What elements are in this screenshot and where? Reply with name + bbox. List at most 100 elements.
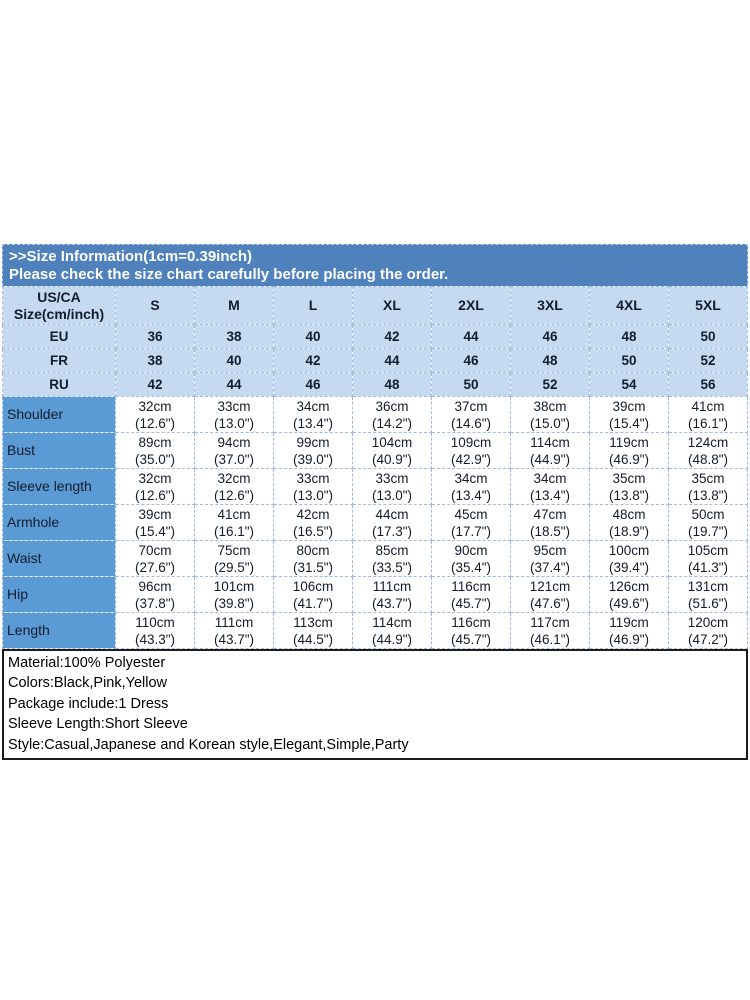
measurement-value-cell: 96cm (37.8") xyxy=(115,576,195,613)
measurement-value-cell: 131cm (51.6") xyxy=(668,576,748,613)
corner-header-cell: US/CA Size(cm/inch) xyxy=(2,286,116,325)
region-size-value: 44 xyxy=(352,348,432,373)
product-info-line: Colors:Black,Pink,Yellow xyxy=(8,675,168,692)
measurement-value-cell: 105cm (41.3") xyxy=(668,540,748,577)
measurement-value-cell: 42cm (16.5") xyxy=(273,504,353,541)
measurement-value-cell: 47cm (18.5") xyxy=(510,504,590,541)
measurement-value-cell: 32cm (12.6") xyxy=(194,468,274,505)
region-size-value: 52 xyxy=(510,372,590,397)
size-column-header: 4XL xyxy=(589,286,669,325)
region-size-value: 48 xyxy=(589,324,669,349)
measurement-value-cell: 80cm (31.5") xyxy=(273,540,353,577)
measurement-value-cell: 124cm (48.8") xyxy=(668,432,748,469)
measurement-row-label: Waist xyxy=(2,540,116,577)
measurement-row-label: Length xyxy=(2,612,116,649)
measurement-value-cell: 32cm (12.6") xyxy=(115,396,195,433)
size-table-body: EU 36 38 40 42 44 46 48 50 FR 38 40 42 44 46 48 50 52 RU 42… xyxy=(2,324,748,649)
measurement-value-cell: 48cm (18.9") xyxy=(589,504,669,541)
measurement-value-cell: 114cm (44.9") xyxy=(352,612,432,649)
size-column-header: 2XL xyxy=(431,286,511,325)
size-column-header: 3XL xyxy=(510,286,590,325)
region-row-label: EU xyxy=(2,324,116,349)
measurement-row-label: Bust xyxy=(2,432,116,469)
measurement-value-cell: 116cm (45.7") xyxy=(431,612,511,649)
measurement-value-cell: 50cm (19.7") xyxy=(668,504,748,541)
measurement-value-cell: 111cm (43.7") xyxy=(194,612,274,649)
measurement-value-cell: 44cm (17.3") xyxy=(352,504,432,541)
measurement-value-cell: 111cm (43.7") xyxy=(352,576,432,613)
measurement-value-cell: 33cm (13.0") xyxy=(194,396,274,433)
measurement-value-cell: 35cm (13.8") xyxy=(589,468,669,505)
product-info-line: Style:Casual,Japanese and Korean style,E… xyxy=(8,736,409,753)
measurement-row-label: Hip xyxy=(2,576,116,613)
region-size-value: 46 xyxy=(510,324,590,349)
measurement-value-cell: 32cm (12.6") xyxy=(115,468,195,505)
measurement-value-cell: 95cm (37.4") xyxy=(510,540,590,577)
measurement-row-label: Shoulder xyxy=(2,396,116,433)
measurement-value-cell: 99cm (39.0") xyxy=(273,432,353,469)
measurement-row: Shoulder 32cm (12.6") 33cm (13.0") 34cm (13… xyxy=(2,396,748,433)
region-size-value: 40 xyxy=(194,348,274,373)
region-size-value: 38 xyxy=(194,324,274,349)
region-size-value: 44 xyxy=(194,372,274,397)
measurement-row: Sleeve length 32cm (12.6") 32cm (12.6") 33c… xyxy=(2,468,748,505)
measurement-value-cell: 85cm (33.5") xyxy=(352,540,432,577)
measurement-row: Length 110cm (43.3") 111cm (43.7") 113cm (4… xyxy=(2,612,748,649)
region-size-value: 48 xyxy=(510,348,590,373)
measurement-value-cell: 90cm (35.4") xyxy=(431,540,511,577)
measurement-value-cell: 113cm (44.5") xyxy=(273,612,353,649)
product-info-line: Material:100% Polyester xyxy=(8,655,166,671)
size-column-header: S xyxy=(115,286,195,325)
table-header-row: US/CA Size(cm/inch) S M L XL 2XL 3XL 4XL 5XL xyxy=(2,286,748,325)
measurement-value-cell: 39cm (15.4") xyxy=(115,504,195,541)
measurement-value-cell: 106cm (41.7") xyxy=(273,576,353,613)
region-size-value: 54 xyxy=(589,372,669,397)
region-size-value: 44 xyxy=(431,324,511,349)
product-info-box: Material:100% Polyester Colors:Black,Pink… xyxy=(2,649,748,761)
measurement-value-cell: 119cm (46.9") xyxy=(589,432,669,469)
measurement-value-cell: 33cm (13.0") xyxy=(352,468,432,505)
size-info-banner: >>Size Information(1cm=0.39inch) Please … xyxy=(2,244,748,286)
measurement-value-cell: 37cm (14.6") xyxy=(431,396,511,433)
measurement-row-label: Sleeve length xyxy=(2,468,116,505)
region-size-value: 56 xyxy=(668,372,748,397)
measurement-row: Hip 96cm (37.8") 101cm (39.8") 106cm (41.7"… xyxy=(2,576,748,613)
measurement-value-cell: 33cm (13.0") xyxy=(273,468,353,505)
region-size-value: 52 xyxy=(668,348,748,373)
measurement-row: Waist 70cm (27.6") 75cm (29.5") 80cm (31.5"… xyxy=(2,540,748,577)
measurement-value-cell: 89cm (35.0") xyxy=(115,432,195,469)
banner-title: >>Size Information(1cm=0.39inch) xyxy=(9,248,252,265)
measurement-value-cell: 35cm (13.8") xyxy=(668,468,748,505)
banner-subtitle: Please check the size chart carefully be… xyxy=(9,266,449,283)
region-size-value: 42 xyxy=(273,348,353,373)
product-info-line: Sleeve Length:Short Sleeve xyxy=(8,716,188,733)
size-table-head: US/CA Size(cm/inch) S M L XL 2XL 3XL 4XL 5XL xyxy=(2,286,748,325)
measurement-value-cell: 39cm (15.4") xyxy=(589,396,669,433)
measurement-value-cell: 38cm (15.0") xyxy=(510,396,590,433)
region-row-label: FR xyxy=(2,348,116,373)
region-size-value: 48 xyxy=(352,372,432,397)
region-size-value: 38 xyxy=(115,348,195,373)
measurement-value-cell: 114cm (44.9") xyxy=(510,432,590,469)
region-size-value: 46 xyxy=(273,372,353,397)
measurement-value-cell: 104cm (40.9") xyxy=(352,432,432,469)
measurement-value-cell: 34cm (13.4") xyxy=(510,468,590,505)
measurement-value-cell: 109cm (42.9") xyxy=(431,432,511,469)
size-table: US/CA Size(cm/inch) S M L XL 2XL 3XL 4XL 5XL EU 3… xyxy=(2,286,748,649)
measurement-value-cell: 70cm (27.6") xyxy=(115,540,195,577)
measurement-row: Bust 89cm (35.0") 94cm (37.0") 99cm (39.0")… xyxy=(2,432,748,469)
region-size-value: 36 xyxy=(115,324,195,349)
measurement-value-cell: 121cm (47.6") xyxy=(510,576,590,613)
measurement-value-cell: 117cm (46.1") xyxy=(510,612,590,649)
region-size-value: 40 xyxy=(273,324,353,349)
measurement-value-cell: 45cm (17.7") xyxy=(431,504,511,541)
measurement-value-cell: 100cm (39.4") xyxy=(589,540,669,577)
measurement-value-cell: 75cm (29.5") xyxy=(194,540,274,577)
measurement-value-cell: 119cm (46.9") xyxy=(589,612,669,649)
measurement-value-cell: 94cm (37.0") xyxy=(194,432,274,469)
region-size-value: 50 xyxy=(431,372,511,397)
region-size-value: 50 xyxy=(589,348,669,373)
measurement-row-label: Armhole xyxy=(2,504,116,541)
size-column-header: M xyxy=(194,286,274,325)
